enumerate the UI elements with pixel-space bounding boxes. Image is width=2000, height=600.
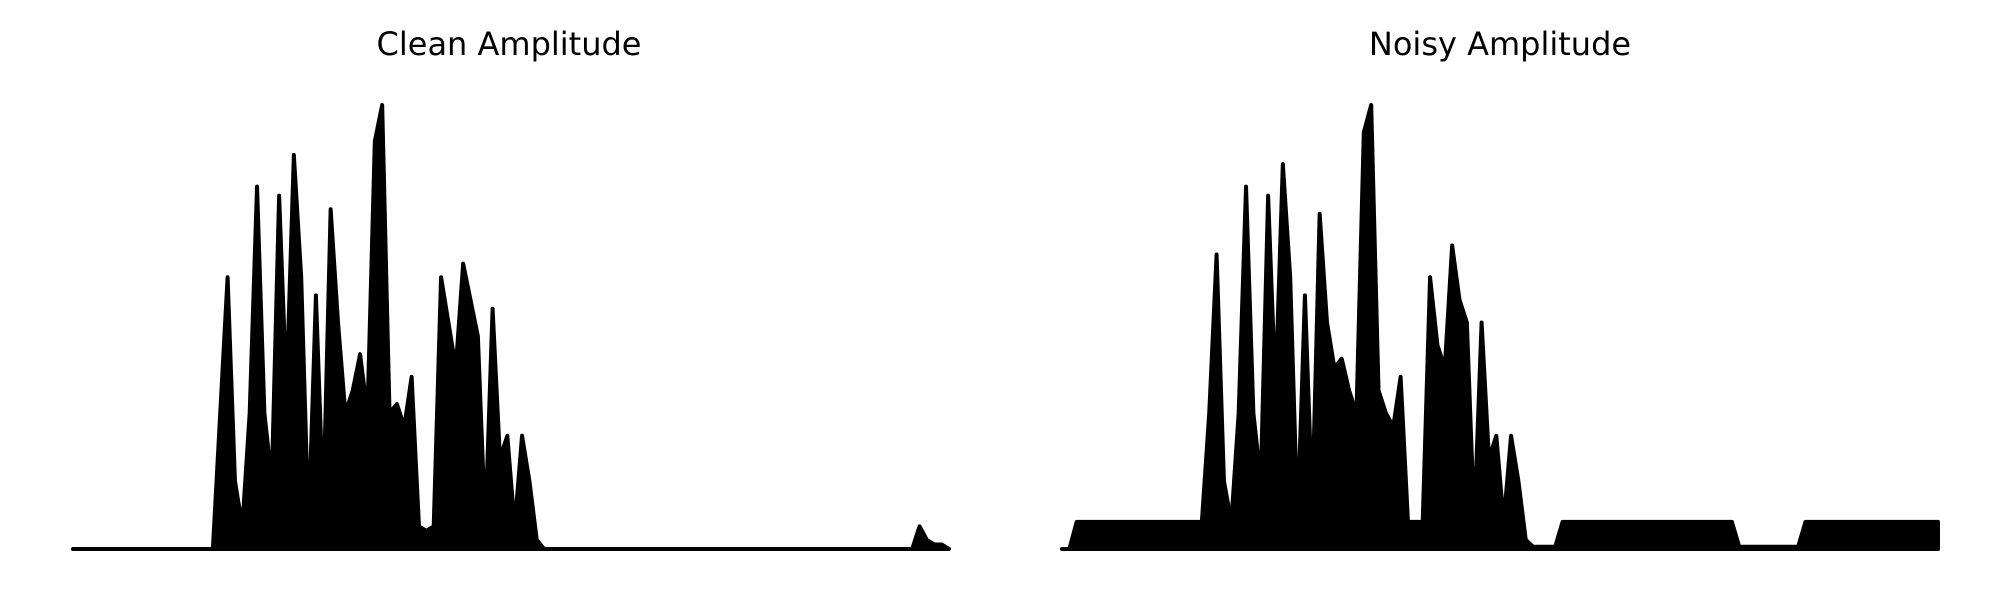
chart-title: Clean Amplitude — [377, 25, 642, 63]
amplitude-area — [71, 103, 951, 551]
chart-title: Noisy Amplitude — [1369, 25, 1631, 63]
amplitude-area — [1060, 103, 1940, 551]
